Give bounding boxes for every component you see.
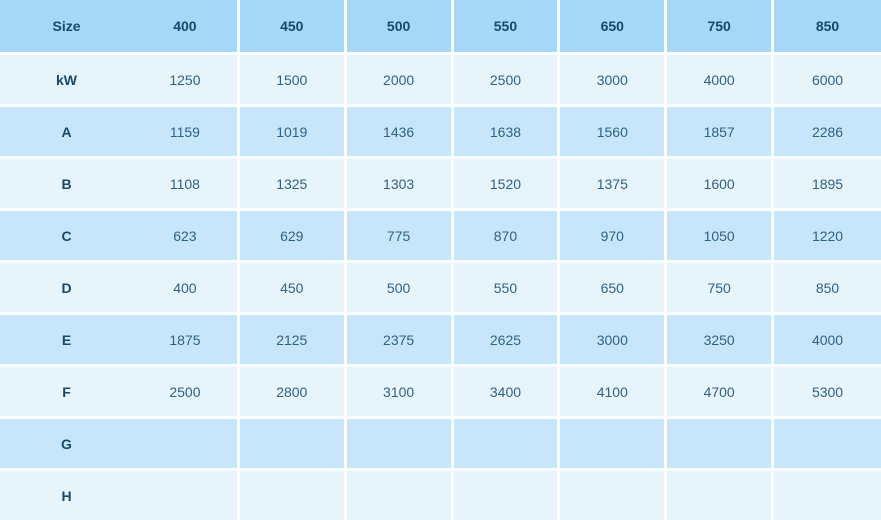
table-cell: 1019	[239, 107, 347, 160]
table-cell: 623	[133, 211, 240, 264]
table-row-b: B 1108 1325 1303 1520 1375 1600 1895	[0, 159, 881, 212]
table-cell: 1500	[239, 55, 347, 108]
row-label: C	[0, 211, 133, 264]
row-label: B	[0, 159, 133, 212]
table-cell	[239, 419, 347, 472]
table-cell: 2125	[239, 315, 347, 368]
table-cell	[667, 419, 775, 472]
table-cell: 2500	[133, 367, 240, 420]
table-cell: 3100	[346, 367, 454, 420]
table-cell: 850	[774, 263, 881, 316]
table-cell: 1303	[346, 159, 454, 212]
table-cell	[560, 419, 668, 472]
table-cell: 2000	[346, 55, 454, 108]
table-cell: 1560	[560, 107, 668, 160]
table-cell: 1857	[667, 107, 775, 160]
table-row-a: A 1159 1019 1436 1638 1560 1857 2286	[0, 107, 881, 160]
table-cell	[133, 471, 240, 520]
table-header-row: Size 400 450 500 550 650 750 850	[0, 0, 881, 56]
table-cell: 1638	[453, 107, 561, 160]
row-label: G	[0, 419, 133, 472]
table-cell	[774, 419, 881, 472]
table-row-d: D 400 450 500 550 650 750 850	[0, 263, 881, 316]
table-row-f: F 2500 2800 3100 3400 4100 4700 5300	[0, 367, 881, 420]
table-cell: 775	[346, 211, 454, 264]
table-cell: 400	[133, 263, 240, 316]
table-cell: 4100	[560, 367, 668, 420]
table-cell: 1159	[133, 107, 240, 160]
table-cell: 3000	[560, 315, 668, 368]
table-row-kw: kW 1250 1500 2000 2500 3000 4000 6000	[0, 55, 881, 108]
column-header-550: 550	[453, 0, 561, 56]
table-cell: 1050	[667, 211, 775, 264]
table-cell: 3250	[667, 315, 775, 368]
table-cell: 500	[346, 263, 454, 316]
row-label: F	[0, 367, 133, 420]
table-cell: 450	[239, 263, 347, 316]
table-cell: 2500	[453, 55, 561, 108]
table-cell: 6000	[774, 55, 881, 108]
table-cell	[239, 471, 347, 520]
table-cell: 1600	[667, 159, 775, 212]
table-cell: 1250	[133, 55, 240, 108]
row-label: E	[0, 315, 133, 368]
table-cell	[346, 471, 454, 520]
table-cell	[560, 471, 668, 520]
row-label: D	[0, 263, 133, 316]
table-row-h: H	[0, 471, 881, 520]
table-cell: 5300	[774, 367, 881, 420]
table-cell: 4700	[667, 367, 775, 420]
table-cell: 1108	[133, 159, 240, 212]
table-cell	[133, 419, 240, 472]
row-label: A	[0, 107, 133, 160]
table-cell: 4000	[667, 55, 775, 108]
table-cell: 1220	[774, 211, 881, 264]
column-header-650: 650	[560, 0, 668, 56]
table-cell	[346, 419, 454, 472]
table-row-g: G	[0, 419, 881, 472]
row-label: kW	[0, 55, 133, 108]
table-cell: 3400	[453, 367, 561, 420]
column-header-500: 500	[346, 0, 454, 56]
table-cell: 970	[560, 211, 668, 264]
table-cell: 2625	[453, 315, 561, 368]
table-cell: 750	[667, 263, 775, 316]
table-cell	[453, 419, 561, 472]
table-cell: 2375	[346, 315, 454, 368]
table-cell: 1520	[453, 159, 561, 212]
table-cell	[774, 471, 881, 520]
table-cell: 3000	[560, 55, 668, 108]
table-cell: 1875	[133, 315, 240, 368]
table-cell: 1375	[560, 159, 668, 212]
table-cell: 1325	[239, 159, 347, 212]
column-header-750: 750	[667, 0, 775, 56]
table-cell: 2286	[774, 107, 881, 160]
column-header-850: 850	[774, 0, 881, 56]
table-row-e: E 1875 2125 2375 2625 3000 3250 4000	[0, 315, 881, 368]
column-header-400: 400	[133, 0, 240, 56]
table-cell: 870	[453, 211, 561, 264]
table-cell	[453, 471, 561, 520]
table-cell: 1436	[346, 107, 454, 160]
table-cell	[667, 471, 775, 520]
table-cell: 4000	[774, 315, 881, 368]
table-cell: 650	[560, 263, 668, 316]
table-cell: 629	[239, 211, 347, 264]
table-cell: 2800	[239, 367, 347, 420]
table-cell: 1895	[774, 159, 881, 212]
row-label: H	[0, 471, 133, 520]
table-cell: 550	[453, 263, 561, 316]
column-header-450: 450	[239, 0, 347, 56]
table-row-c: C 623 629 775 870 970 1050 1220	[0, 211, 881, 264]
header-size-label: Size	[0, 0, 133, 56]
